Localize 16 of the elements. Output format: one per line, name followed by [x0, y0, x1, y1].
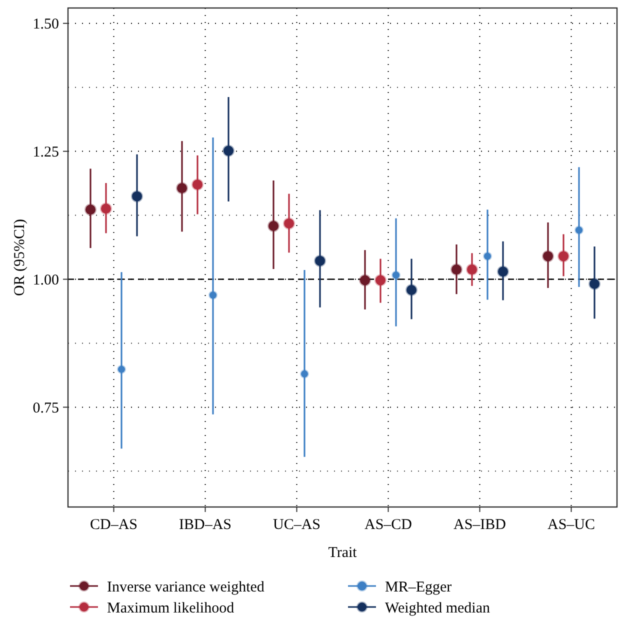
- x-tick-label: AS–UC: [547, 517, 596, 533]
- x-tick-label: UC–AS: [272, 517, 321, 533]
- y-tick-label: 1.25: [32, 144, 59, 161]
- x-tick-label: IBD–AS: [178, 517, 232, 533]
- y-tick-label: 1.50: [32, 16, 59, 33]
- legend-label: Maximum likelihood: [107, 600, 235, 616]
- x-tick-label: AS–CD: [364, 517, 412, 533]
- legend-label: MR–Egger: [385, 579, 452, 596]
- y-axis-title: OR (95%CI): [12, 218, 28, 296]
- x-tick-label: AS–IBD: [453, 517, 506, 533]
- y-tick-label: 1.00: [32, 272, 59, 288]
- x-tick-label: CD–AS: [90, 517, 138, 533]
- legend-label: Weighted median: [385, 600, 491, 616]
- y-tick-label: 0.75: [32, 400, 59, 416]
- legend-label: Inverse variance weighted: [107, 579, 265, 596]
- x-axis-title: Trait: [328, 545, 358, 561]
